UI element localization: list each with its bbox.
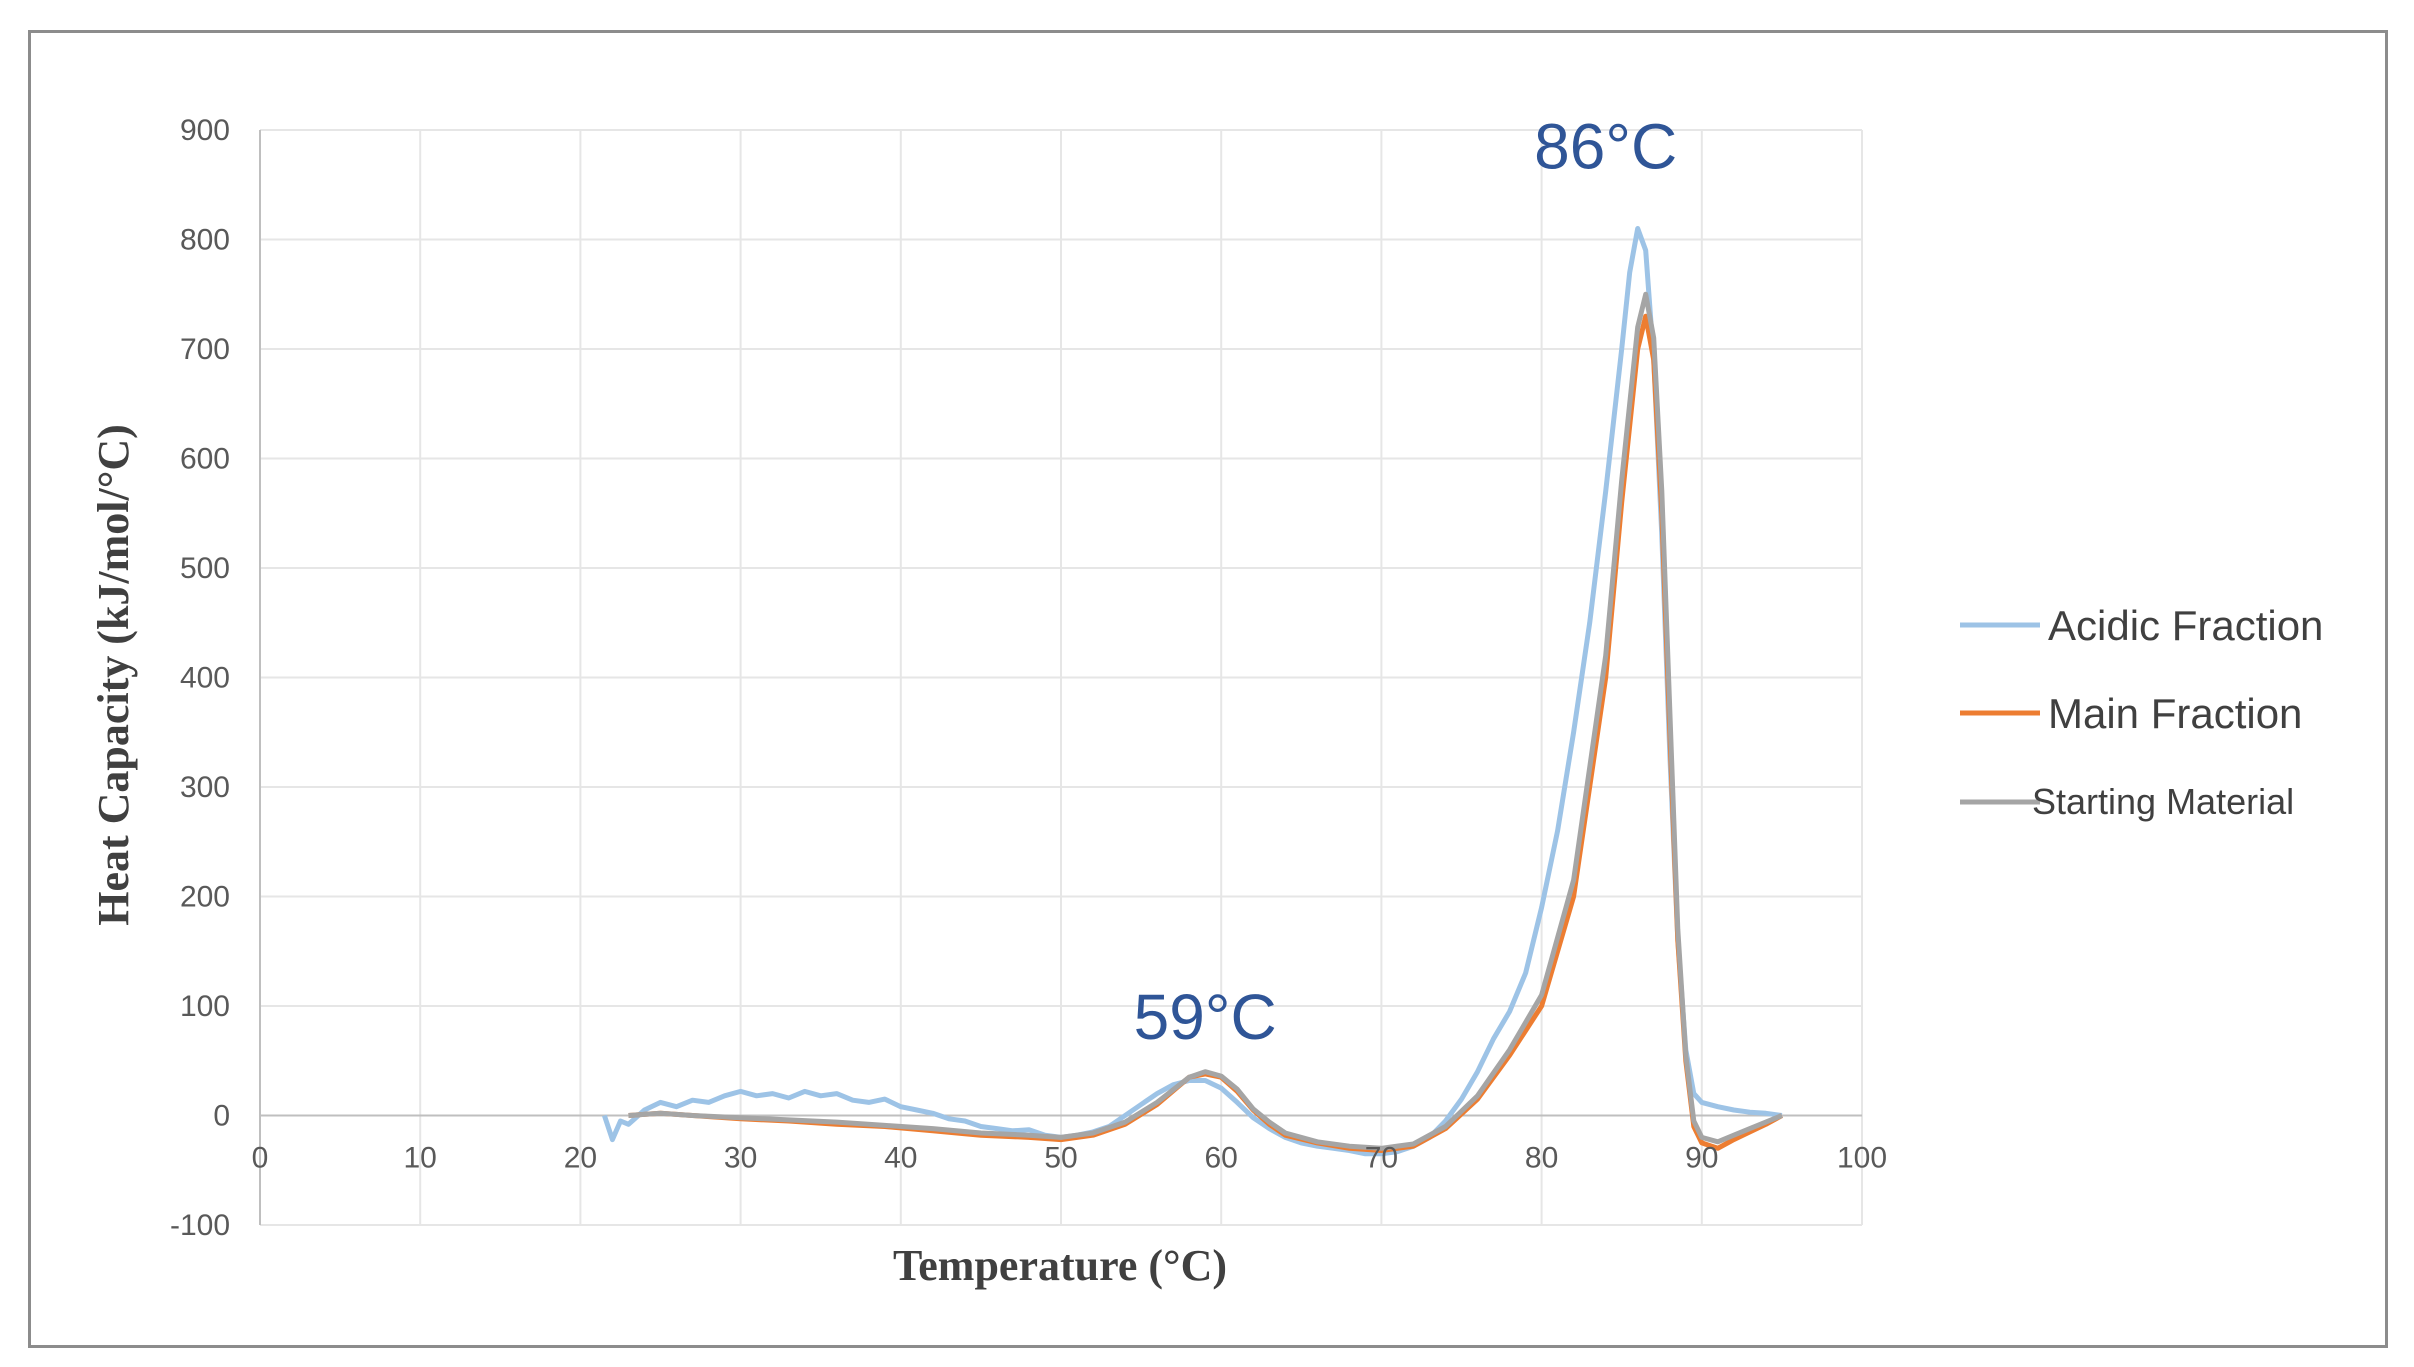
x-tick-label: 20	[564, 1142, 597, 1175]
y-tick-label: 300	[180, 771, 230, 804]
series-lines	[602, 226, 1784, 1157]
y-tick-label: 800	[180, 224, 230, 257]
x-tick-label: 30	[724, 1142, 757, 1175]
gridlines	[260, 129, 1863, 1226]
y-tick-label: -100	[170, 1209, 230, 1242]
legend-label-starting: Starting Material	[2032, 781, 2294, 822]
x-tick-label: 40	[884, 1142, 917, 1175]
x-tick-label: 80	[1525, 1142, 1558, 1175]
legend: Acidic Fraction Main Fraction Starting M…	[1960, 602, 2323, 822]
series-line-acidic-fraction	[602, 226, 1783, 1157]
y-axis-title: Heat Capacity (kJ/mol/°C)	[89, 424, 138, 926]
y-tick-label: 900	[180, 114, 230, 147]
tick-labels: -100 0 100 200 300 400 500 600 700 800 900 0 10 20 30 4…	[170, 114, 1887, 1242]
y-tick-label: 500	[180, 552, 230, 585]
y-tick-label: 700	[180, 333, 230, 366]
x-tick-label: 70	[1365, 1142, 1398, 1175]
chart-frame	[28, 30, 2388, 1348]
y-tick-label: 600	[180, 443, 230, 476]
x-tick-label: 10	[404, 1142, 437, 1175]
x-tick-label: 90	[1685, 1142, 1718, 1175]
x-tick-label: 50	[1044, 1142, 1077, 1175]
y-tick-label: 200	[180, 881, 230, 914]
y-tick-label: 400	[180, 662, 230, 695]
legend-label-main: Main Fraction	[2048, 690, 2302, 737]
peak-annotation-59: 59°C	[1134, 981, 1277, 1053]
x-axis-title: Temperature (°C)	[893, 1241, 1227, 1290]
axes	[259, 130, 1862, 1225]
peak-annotation-86: 86°C	[1534, 110, 1677, 182]
x-tick-label: 60	[1205, 1142, 1238, 1175]
x-tick-label: 100	[1837, 1142, 1887, 1175]
series-line-starting-material	[628, 291, 1783, 1151]
legend-label-acidic: Acidic Fraction	[2048, 602, 2323, 649]
y-tick-label: 0	[213, 1100, 230, 1133]
x-tick-label: 0	[252, 1142, 269, 1175]
y-tick-label: 100	[180, 990, 230, 1023]
